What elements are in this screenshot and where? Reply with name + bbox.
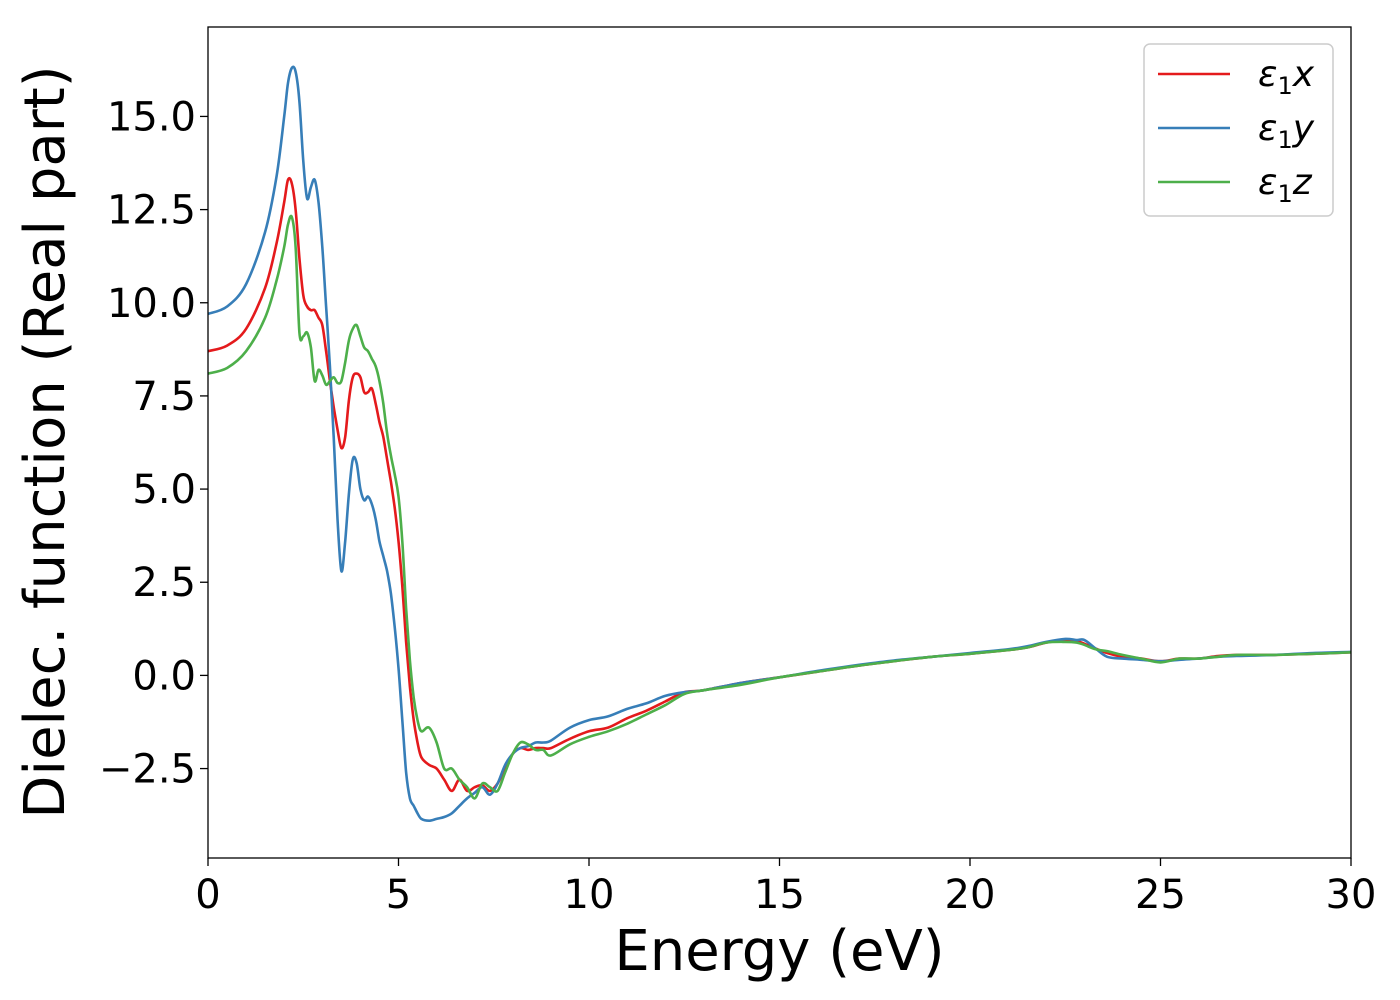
x-tick-label: 25 [1135,872,1186,918]
legend-epsilon: ε [1258,162,1277,203]
legend-label-z: ε1z [1258,162,1313,208]
y-tick-label: −2.5 [99,747,196,793]
y-tick-label: 10.0 [107,281,196,327]
y-axis: −2.5 0.0 2.5 5.0 7.5 10.0 12.5 15.0 [99,94,208,793]
legend-label-x: ε1x [1258,54,1315,100]
legend-epsilon: ε [1258,54,1277,95]
legend-label-y: ε1y [1258,108,1315,154]
legend-subscript: 1 [1277,126,1292,154]
series-line-z [207,214,1352,800]
y-tick-label: 2.5 [132,560,196,606]
x-tick-label: 30 [1326,872,1377,918]
legend-epsilon: ε [1258,108,1277,149]
y-tick-label: 0.0 [132,653,196,699]
x-tick-label: 10 [564,872,615,918]
legend-box [1143,43,1334,217]
x-tick-label: 5 [386,872,411,918]
series-layer [207,65,1352,822]
y-axis-label: Dielec. function (Real part) [13,65,78,818]
legend-subscript: 1 [1277,72,1292,100]
x-tick-label: 20 [945,872,996,918]
y-tick-label: 15.0 [107,94,196,140]
x-tick-label: 15 [754,872,805,918]
x-tick-label: 0 [195,872,220,918]
legend-variable: x [1292,54,1315,95]
x-axis-label: Energy (eV) [614,919,944,984]
x-axis: 0 5 10 15 20 25 30 [195,858,1376,918]
y-tick-label: 5.0 [132,467,196,513]
legend-subscript: 1 [1277,180,1292,208]
legend-variable: z [1292,162,1313,203]
legend-variable: y [1292,108,1315,149]
y-tick-label: 7.5 [132,374,196,420]
y-tick-label: 12.5 [107,188,196,234]
